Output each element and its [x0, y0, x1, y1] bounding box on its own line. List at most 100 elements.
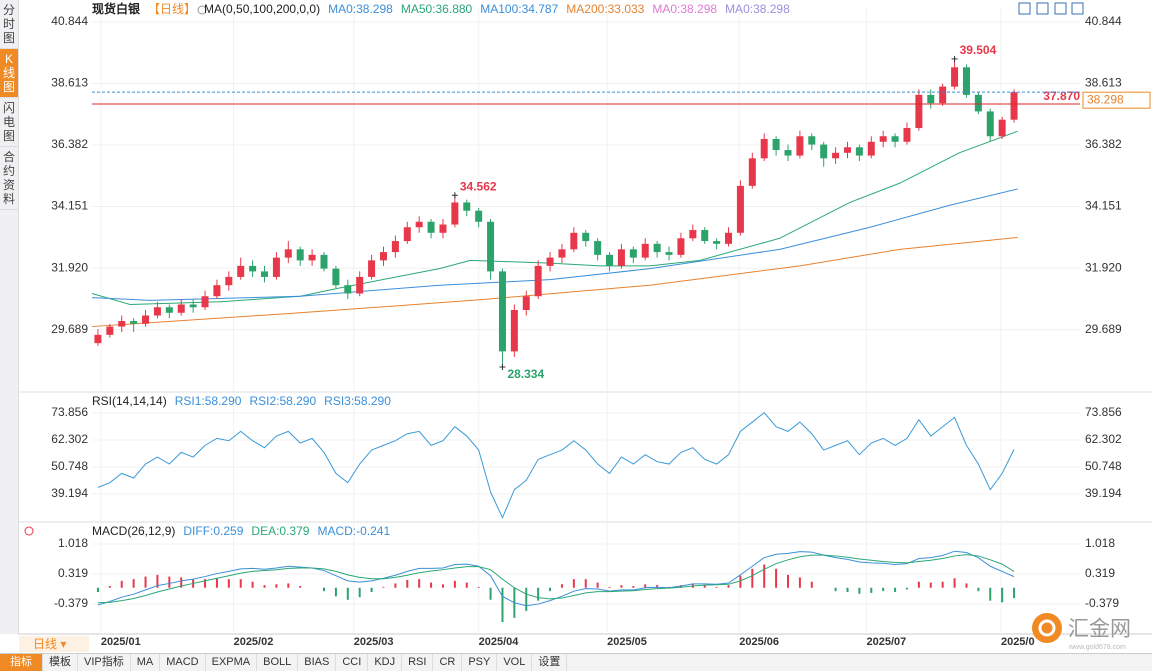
sidebar-tab-label: 合约资料	[2, 150, 15, 206]
candle-body	[201, 296, 209, 308]
indicator-tab[interactable]: 指标	[0, 654, 43, 671]
sidebar-tab[interactable]: 闪电图	[0, 98, 18, 147]
macd-bar	[96, 587, 99, 593]
macd-bar	[763, 564, 766, 588]
ref-price-label: 37.870	[1043, 89, 1080, 103]
indicator-tab[interactable]: 设置	[532, 654, 568, 671]
indicator-tab[interactable]: PSY	[462, 654, 498, 671]
candle-body	[891, 136, 899, 142]
y-tick-label-left: 36.382	[51, 137, 88, 151]
background	[18, 0, 1152, 634]
x-tick-label: 2025/06	[739, 636, 779, 648]
indicator-tab[interactable]: VIP指标	[78, 654, 131, 671]
period-button[interactable]: 日线 ▾	[19, 636, 89, 652]
candle-body	[534, 265, 542, 297]
x-tick-label: 2025/07	[867, 636, 907, 648]
macd-bar	[632, 586, 635, 588]
candle-body	[939, 86, 947, 104]
x-tick-label: 2025/02	[234, 636, 274, 648]
indicator-tab[interactable]: MACD	[160, 654, 206, 671]
macd-bar	[905, 587, 908, 590]
sidebar-tab-label: 分时图	[2, 3, 15, 45]
macd-bar	[358, 587, 361, 598]
candle-body	[332, 268, 340, 286]
sidebar-tab[interactable]: 合约资料	[0, 147, 18, 210]
icon-move[interactable]	[1018, 2, 1031, 15]
indicator-tab[interactable]: BOLL	[257, 654, 299, 671]
macd-bar	[989, 587, 992, 601]
extreme-label: 39.504	[960, 43, 997, 57]
indicator-tab[interactable]: BIAS	[298, 654, 337, 671]
legend-text: RSI2:58.290	[249, 394, 316, 408]
y-tick-label: -0.379	[1085, 596, 1119, 610]
candle-body	[272, 257, 280, 277]
candle-body	[261, 271, 269, 277]
candle-body	[808, 136, 816, 145]
sidebar-tab[interactable]: 分时图	[0, 0, 18, 49]
macd-bar	[644, 584, 647, 588]
x-tick-label: 2025/0	[1001, 636, 1035, 648]
macd-bar	[299, 586, 302, 588]
macd-bar	[227, 579, 230, 588]
indicator-tab[interactable]: 模板	[43, 654, 78, 671]
y-tick-label-left: 1.018	[58, 536, 88, 550]
macd-bar	[894, 587, 897, 593]
settings-icon[interactable]	[24, 526, 34, 536]
candle-body	[308, 254, 316, 261]
indicator-tab[interactable]: RSI	[402, 654, 434, 671]
indicator-tab[interactable]: CR	[433, 654, 463, 671]
macd-bar	[108, 586, 111, 588]
candle-body	[748, 158, 756, 186]
candle-body	[796, 136, 804, 156]
candle-body	[915, 94, 923, 128]
legend-text: DIFF:0.259	[183, 524, 243, 538]
candle-body	[927, 94, 935, 104]
candle-body	[189, 304, 197, 308]
indicator-tab[interactable]: MA	[131, 654, 161, 671]
candle-body	[974, 94, 982, 112]
last-price-box	[1082, 91, 1151, 109]
candle-body	[641, 243, 649, 258]
x-tick-label: 2025/03	[354, 636, 394, 648]
icon-grid[interactable]	[1054, 2, 1067, 15]
candle-body	[558, 249, 566, 258]
ma-line	[91, 236, 1018, 328]
candle-body	[320, 254, 328, 269]
macd-bar	[775, 568, 778, 588]
macd-bar	[418, 579, 421, 588]
macd-bar	[144, 576, 147, 588]
icon-zoom[interactable]	[1036, 2, 1049, 15]
candle-body	[177, 304, 185, 313]
candle-body	[427, 221, 435, 233]
sidebar-tab[interactable]: K线图	[0, 49, 18, 98]
macd-bar	[382, 586, 385, 588]
candle-body	[855, 147, 863, 156]
icon-fullscreen[interactable]	[1071, 2, 1084, 15]
candle-body	[344, 285, 352, 294]
indicator-tab[interactable]: EXPMA	[206, 654, 258, 671]
extreme-marker	[499, 363, 506, 370]
candle-body	[546, 257, 554, 266]
candle-body	[582, 232, 590, 242]
candle-body	[439, 224, 447, 233]
indicator-tab[interactable]: KDJ	[368, 654, 403, 671]
candle-body	[368, 260, 376, 277]
legend-text: DEA:0.379	[251, 524, 309, 538]
candle-body	[213, 285, 221, 297]
candle-body	[475, 210, 483, 222]
y-tick-label: 73.856	[1085, 405, 1122, 419]
y-tick-label: 31.920	[1085, 260, 1122, 274]
macd-bar	[941, 581, 944, 588]
candle-body	[760, 139, 768, 159]
candle-body	[629, 249, 637, 258]
logo-name: 汇金网	[1068, 618, 1131, 641]
indicator-tab[interactable]: CCI	[336, 654, 369, 671]
macd-bar	[215, 578, 218, 588]
sidebar-tab-label: K线图	[2, 52, 15, 94]
legend-text: MACD(26,12,9)	[92, 524, 175, 538]
macd-bar	[917, 581, 920, 588]
candle-body	[94, 334, 102, 344]
macd-bar	[287, 583, 290, 588]
indicator-tab[interactable]: VOL	[497, 654, 533, 671]
